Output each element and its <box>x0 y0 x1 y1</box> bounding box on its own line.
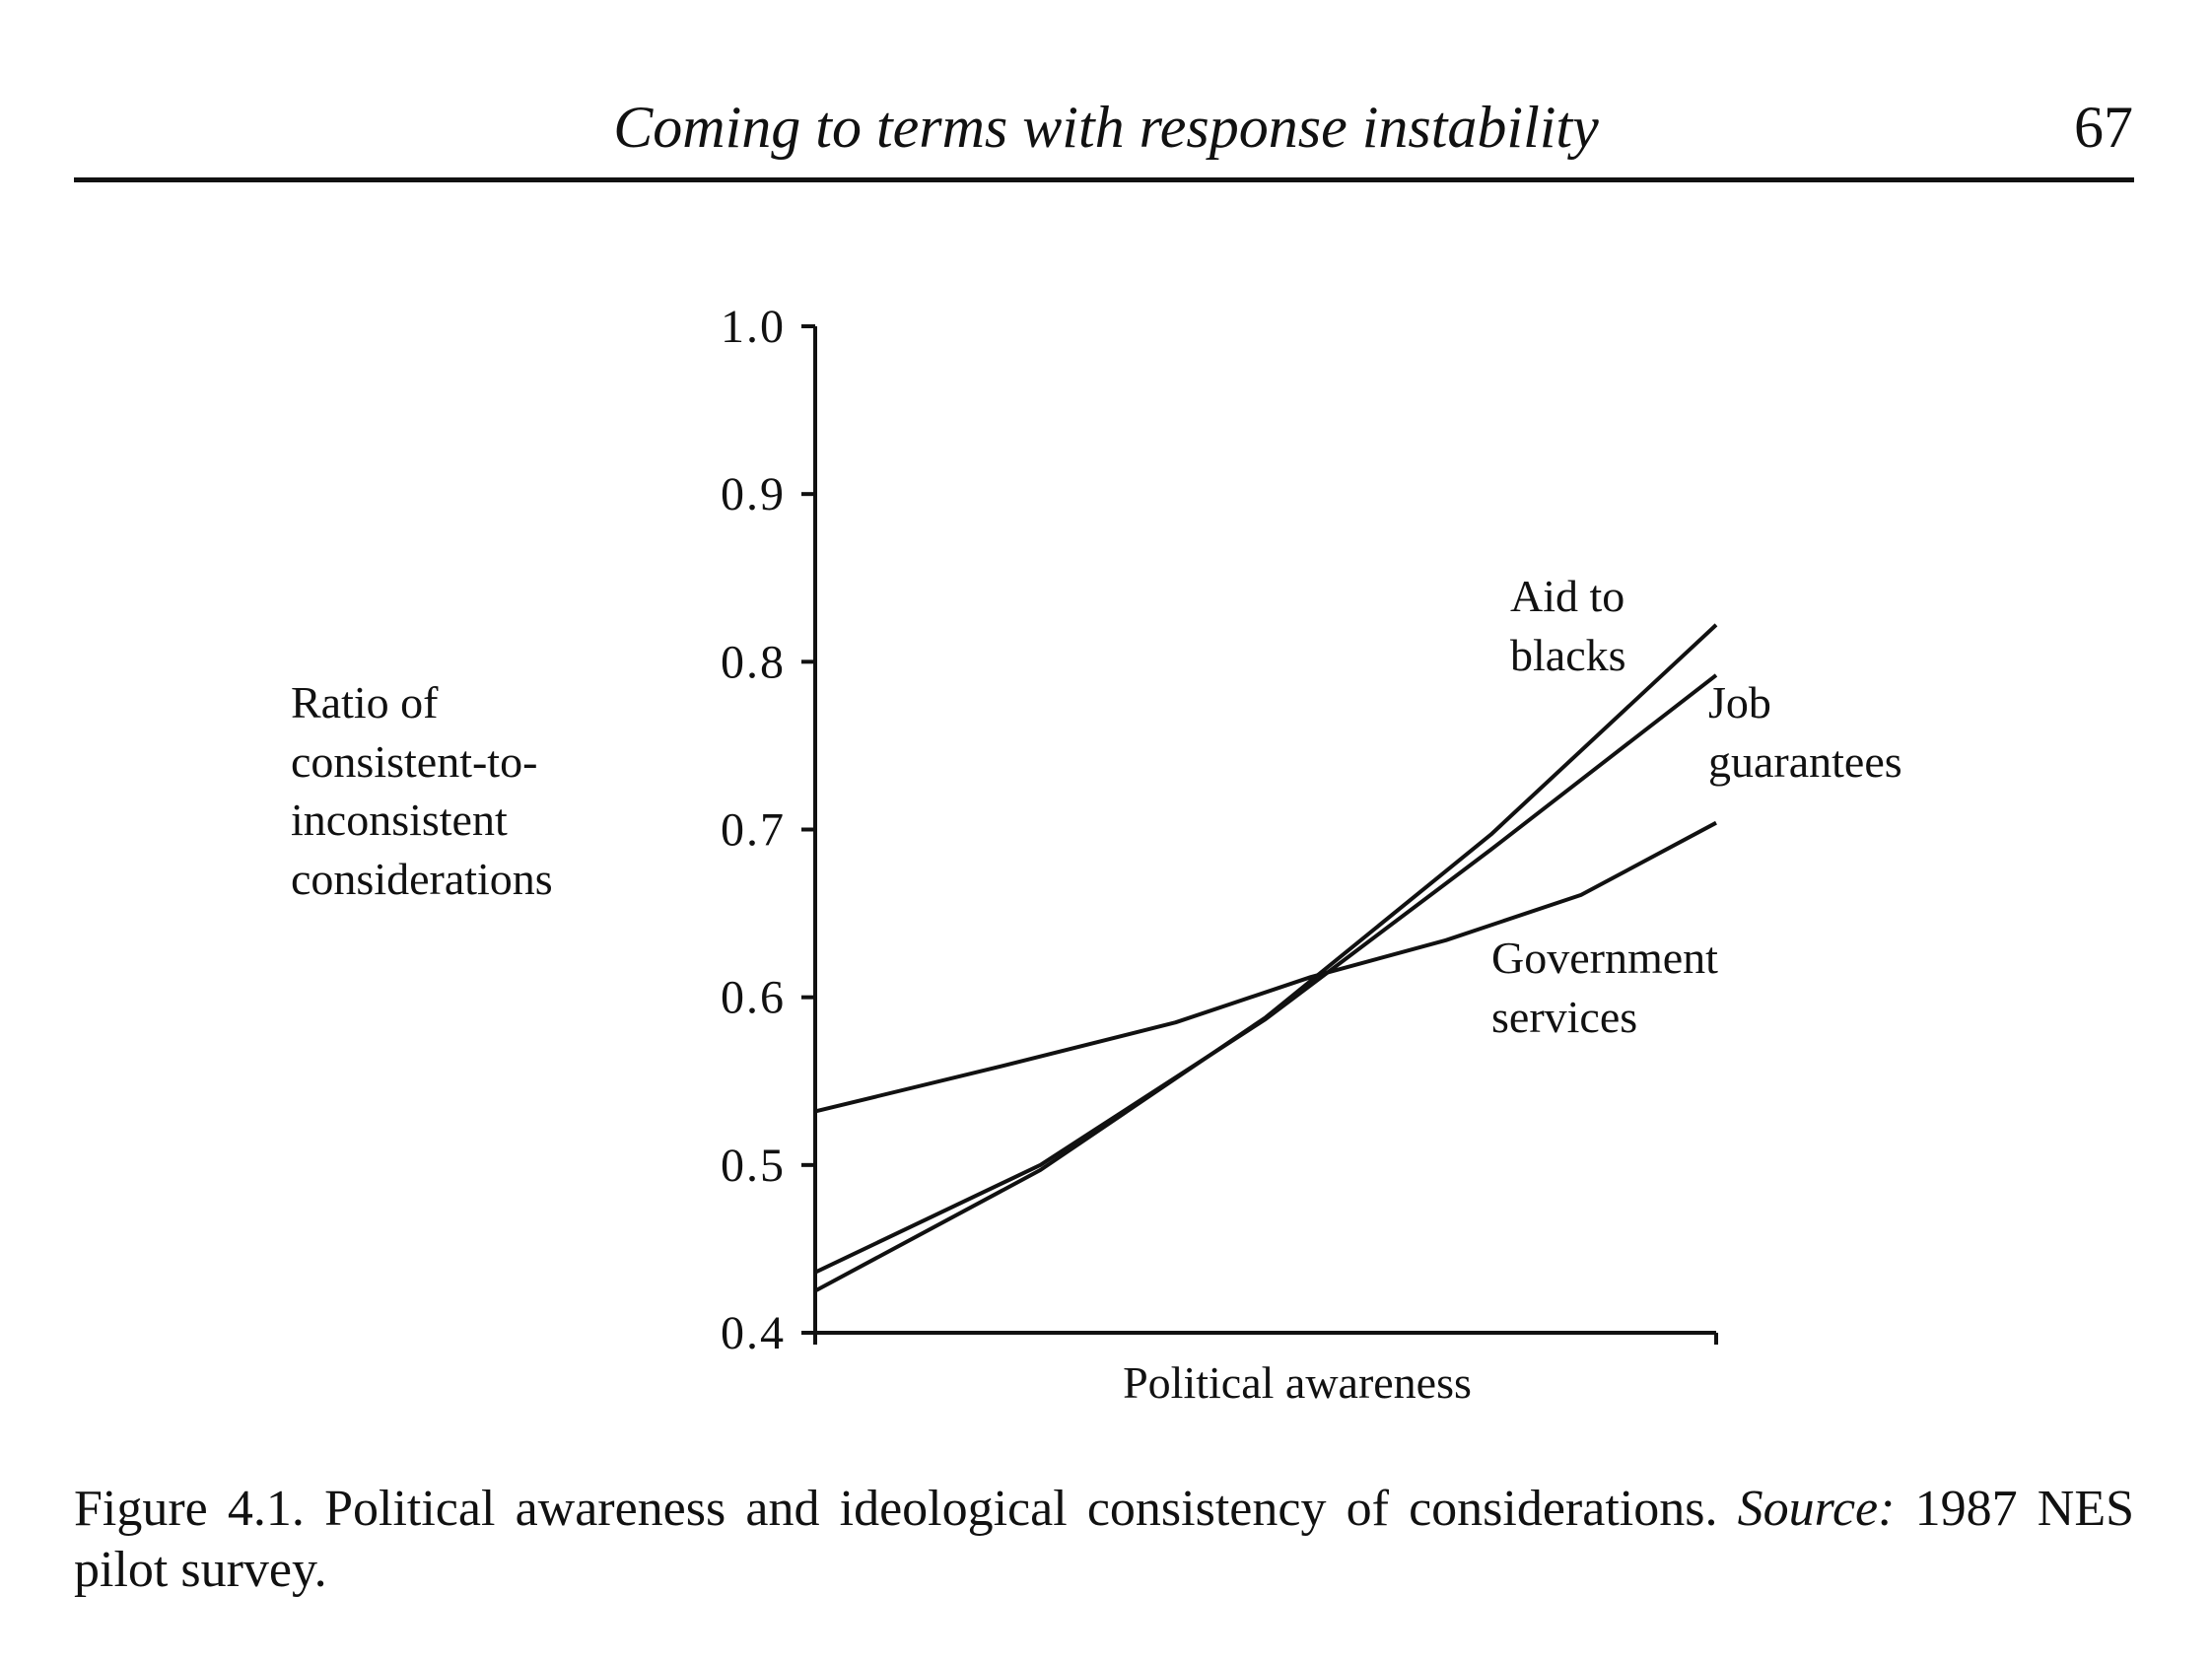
series-label-aid-line-2: blacks <box>1510 630 1626 680</box>
y-tick-label-0.6: 0.6 <box>721 972 786 1024</box>
y-tick-label-0.5: 0.5 <box>721 1140 786 1192</box>
series-label-aid-line-1: Aid to <box>1510 571 1624 621</box>
series-label-gov-line-2: services <box>1491 992 1637 1042</box>
y-tick-label-1.0: 1.0 <box>721 301 786 353</box>
figure-caption: Figure 4.1. Political awareness and ideo… <box>74 1479 2134 1601</box>
header-rule <box>74 177 2134 182</box>
y-tick-label-0.9: 0.9 <box>721 468 786 520</box>
y-tick-label-0.8: 0.8 <box>721 636 786 688</box>
series-line-job-guarantees <box>814 673 1718 1275</box>
y-axis-label-line-1: Ratio of <box>291 677 439 727</box>
series-label-job-line-1: Job <box>1708 677 1771 727</box>
caption-source-text: 1987 NES pilot survey. <box>74 1481 2135 1598</box>
series-label-job-line-2: guarantees <box>1708 736 1902 787</box>
caption-text: Figure 4.1. Political awareness and ideo… <box>74 1481 1718 1537</box>
caption-source-label: Source: <box>1737 1481 1896 1537</box>
series-label-gov-line-1: Government <box>1491 933 1718 983</box>
y-axis-label-line-2: consistent-to- <box>291 736 537 787</box>
series-line-government-services <box>814 820 1717 1114</box>
y-tick-label-0.4: 0.4 <box>721 1307 786 1359</box>
y-axis-label-line-4: considerations <box>291 854 553 904</box>
y-axis-label-line-3: inconsistent <box>291 795 508 845</box>
page-number: 67 <box>2074 95 2133 160</box>
labels: Ratio of consistent-to- inconsistent con… <box>291 571 1902 1408</box>
running-header-title: Coming to terms with response instabilit… <box>613 95 1599 160</box>
series-lines <box>814 623 1718 1293</box>
y-tick-label-0.7: 0.7 <box>721 804 786 857</box>
axes: 0.4 0.5 0.6 0.7 0.8 0.9 1.0 <box>721 301 1718 1359</box>
x-axis-label: Political awareness <box>1123 1357 1472 1408</box>
